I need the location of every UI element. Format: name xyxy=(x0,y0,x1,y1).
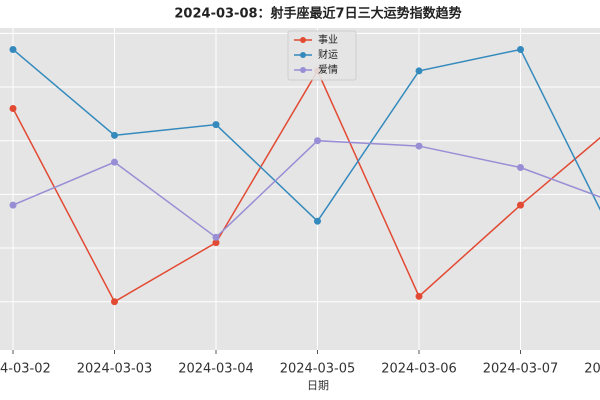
data-point xyxy=(517,45,524,53)
data-point xyxy=(517,164,524,172)
legend-marker xyxy=(300,67,306,73)
data-point xyxy=(314,217,321,225)
data-point xyxy=(9,201,17,209)
legend-marker xyxy=(300,37,306,43)
x-tick-label: 2024-03-06 xyxy=(381,362,457,377)
data-point xyxy=(111,158,118,166)
legend-box xyxy=(287,30,357,81)
legend-label: 爱情 xyxy=(318,63,338,76)
plot-area xyxy=(0,28,600,350)
legend-marker xyxy=(300,52,306,58)
data-point xyxy=(415,292,423,300)
data-point xyxy=(212,239,220,247)
plot xyxy=(0,28,600,350)
x-tick-label: 2024-03-05 xyxy=(280,362,356,377)
legend-label: 财运 xyxy=(318,48,338,61)
data-point xyxy=(314,137,321,145)
data-point xyxy=(415,67,423,75)
x-tick-label: 2024-03-03 xyxy=(77,362,153,377)
data-point xyxy=(517,201,524,209)
data-point xyxy=(212,121,220,129)
data-point xyxy=(415,142,423,150)
legend-label: 事业 xyxy=(318,33,338,46)
data-point xyxy=(212,233,220,241)
data-point xyxy=(9,45,17,53)
data-point xyxy=(111,298,118,306)
x-tick-label: 2024-03-07 xyxy=(483,362,559,377)
x-tick-label: 2024-03-02 xyxy=(0,362,51,377)
x-axis-label: 日期 xyxy=(307,379,329,392)
x-tick-label: 2024-03-08 xyxy=(584,362,600,377)
data-point xyxy=(9,105,17,112)
data-point xyxy=(111,131,118,139)
x-tick-label: 2024-03-04 xyxy=(178,362,254,377)
chart-title: 2024-03-08：射手座最近7日三大运势指数趋势 xyxy=(174,6,461,22)
